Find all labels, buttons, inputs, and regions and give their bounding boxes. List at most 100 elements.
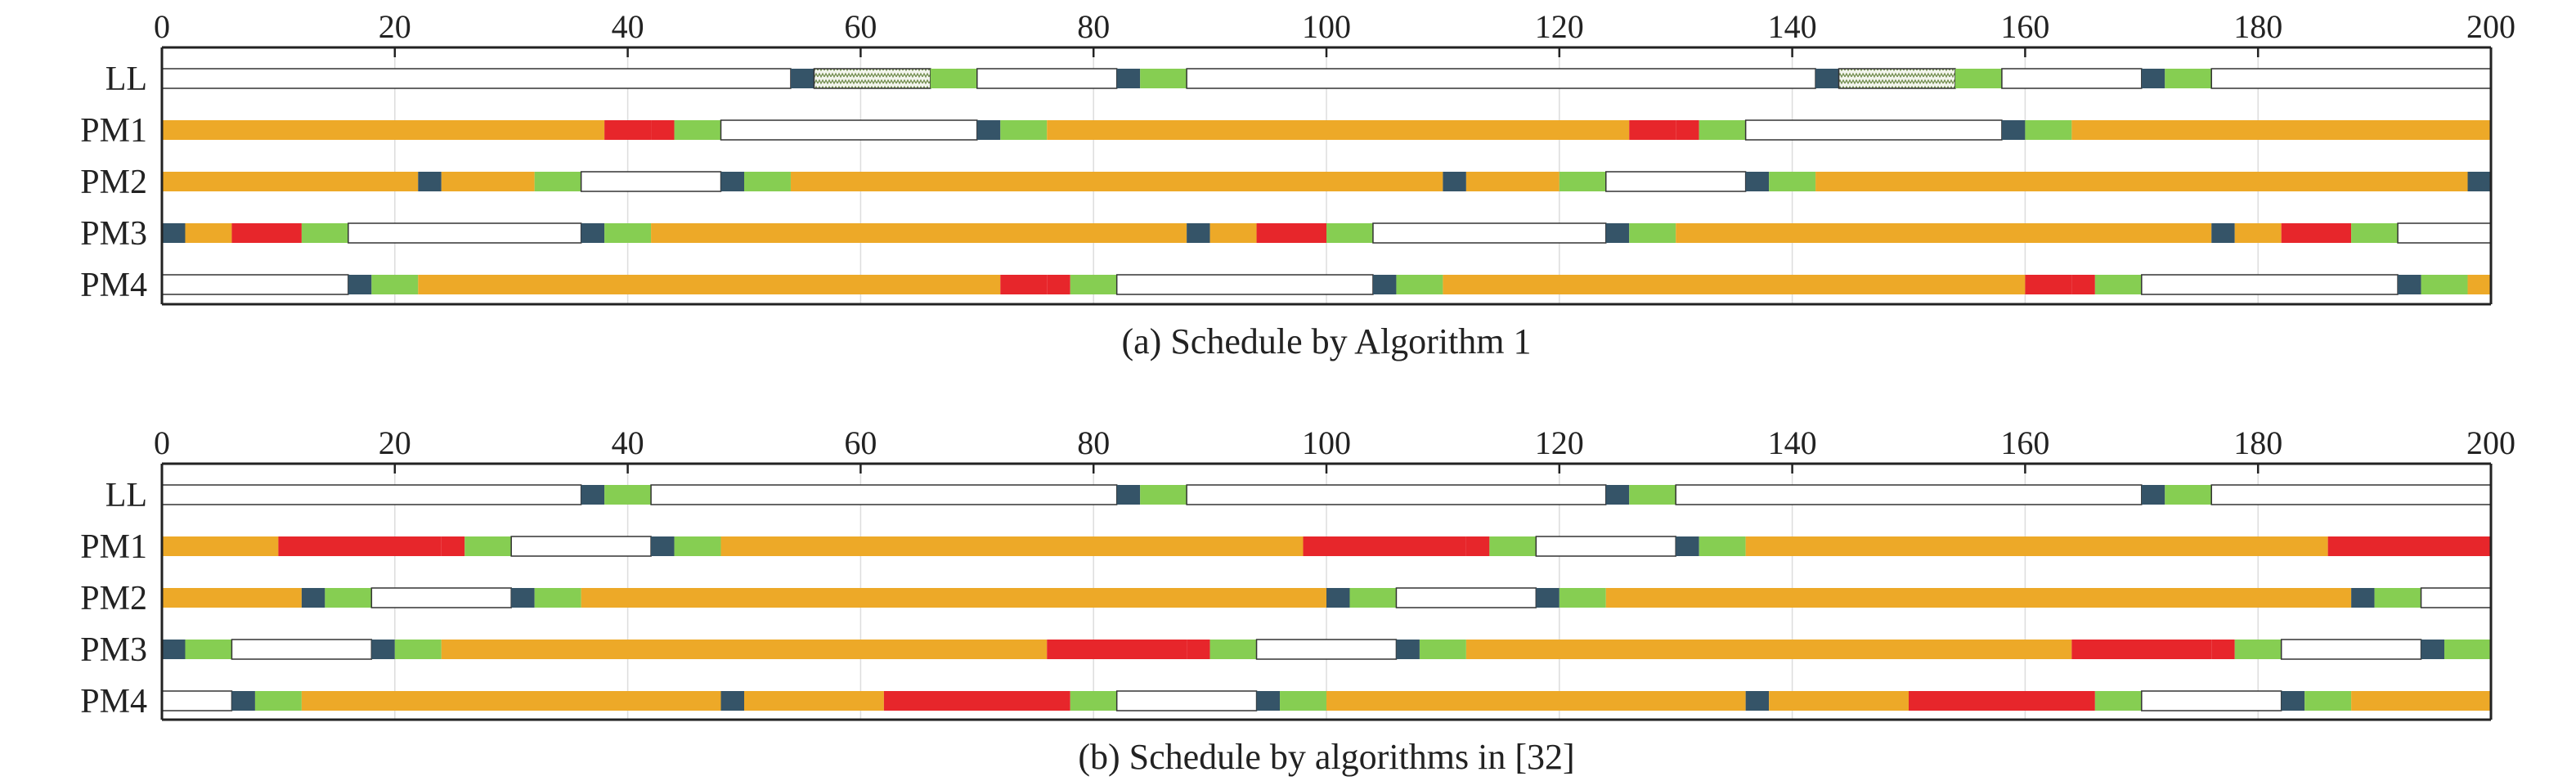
segment-green [1349,588,1397,608]
segment-green [2351,223,2399,243]
segment-green [301,223,348,243]
segment-red [2211,640,2235,659]
row-ll: LL [105,61,2492,98]
segment-green [1629,223,1676,243]
segment-navy [976,120,1001,140]
segment-navy [1116,69,1141,88]
segment-navy [2398,275,2421,294]
segment-orange [2234,223,2282,243]
segment-green [1396,275,1443,294]
segment-white [2397,222,2492,244]
x-tick-label: 80 [1077,424,1110,461]
segment-green [2025,120,2072,140]
segment-green [1070,275,1117,294]
segment-green [325,588,372,608]
segment-white [1186,484,1607,505]
segment-orange [2467,275,2491,294]
segment-navy [651,536,675,556]
segment-green [1419,640,1466,659]
segment-green [2165,69,2212,88]
segment-orange [1209,223,1257,243]
segment-white [2141,690,2282,711]
segment-white [1255,639,1398,660]
segment-orange [1443,275,2026,294]
segment-orange [1745,536,2328,556]
x-tick-label: 60 [844,8,877,45]
segment-red [1909,691,2095,711]
segment-orange [162,588,302,608]
x-tick-label: 60 [844,424,877,461]
segment-navy [1605,223,1630,243]
segment-red [2025,275,2072,294]
segment-navy [301,588,325,608]
row-pm3: PM3 [80,215,2492,253]
segment-navy [511,588,535,608]
segment-navy [2141,485,2165,505]
segment-green [2094,691,2142,711]
segment-orange [1326,691,1746,711]
segment-white [650,484,1118,505]
segment-green [1699,536,1746,556]
segment-green [604,485,652,505]
segment-orange [1769,691,1909,711]
segment-navy [1676,536,1699,556]
segment-white [1115,690,1258,711]
segment-navy [720,172,744,191]
segment-orange [162,120,605,140]
segment-navy [162,640,186,659]
segment-orange [301,691,721,711]
segment-green [1140,485,1187,505]
x-tick-label: 180 [2233,8,2282,45]
row-pm2: PM2 [80,580,2492,617]
chart-caption: (a) Schedule by Algorithm 1 [1121,321,1531,361]
segment-orange [651,223,1187,243]
segment-green [1559,588,1606,608]
segment-green [2374,588,2421,608]
x-tick-label: 200 [2466,424,2515,461]
segment-navy [2211,223,2235,243]
segment-white [2141,274,2399,295]
segment-navy [1815,69,1839,88]
segment-green [1280,691,1326,711]
segment-navy [418,172,442,191]
segment-navy [1116,485,1141,505]
segment-white [231,639,373,660]
segment-green [744,172,791,191]
x-tick-label: 200 [2466,8,2515,45]
x-tick-label: 20 [379,424,411,461]
segment-green [930,69,977,88]
segment-red [651,120,675,140]
segment-navy [2421,640,2445,659]
segment-red [2327,536,2491,556]
segment-orange [744,691,884,711]
row-label: LL [105,61,147,98]
segment-green [2421,275,2468,294]
segment-hatch [813,68,931,89]
segment-red [1676,120,1699,140]
segment-red [883,691,1070,711]
segment-white [2420,587,2492,608]
segment-red [441,536,465,556]
segment-navy [348,275,372,294]
segment-green [604,223,652,243]
segment-orange [720,536,1304,556]
segment-orange [1047,120,1630,140]
x-tick-label: 40 [612,424,644,461]
segment-white [1675,484,2143,505]
segment-green [674,120,721,140]
x-tick-label: 140 [1768,424,1817,461]
segment-green [1954,69,2002,88]
segment-green [1000,120,1048,140]
segment-navy [1536,588,1560,608]
segment-white [1744,119,2003,141]
segment-navy [1372,275,1397,294]
segment-navy [2467,172,2491,191]
segment-red [1047,640,1187,659]
row-pm2: PM2 [80,164,2491,201]
segment-navy [2141,69,2165,88]
x-tick-label: 40 [612,8,644,45]
segment-navy [1745,691,1770,711]
segment-navy [1745,172,1770,191]
segment-navy [2001,120,2026,140]
